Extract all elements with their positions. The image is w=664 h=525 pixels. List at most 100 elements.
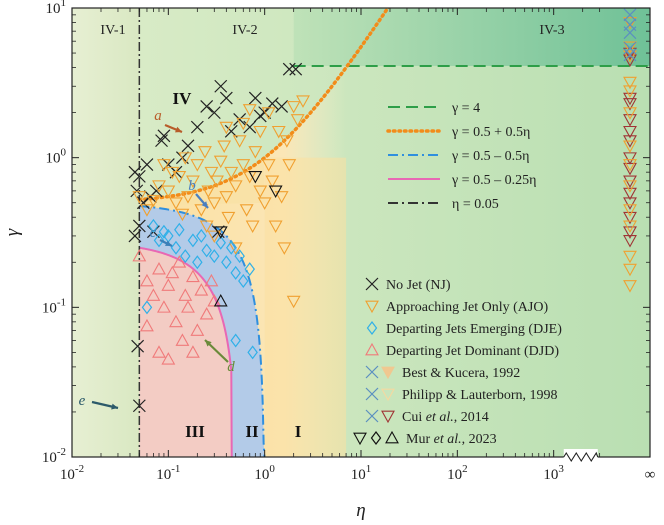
- point-1-13: [190, 159, 205, 172]
- legend-source-marker-3-1: [370, 431, 382, 445]
- point-1-10: [178, 152, 193, 165]
- legend-category-label-2: Departing Jets Emerging (DJE): [386, 322, 562, 337]
- legend-source-label-0: Best & Kucera, 1992: [402, 366, 520, 381]
- annotation-arrowhead-d: [205, 340, 212, 347]
- region-label-iv: IV: [173, 89, 193, 108]
- legend-category-label-0: No Jet (NJ): [386, 278, 451, 293]
- legend-source-marker-0-1: [381, 366, 395, 380]
- point-0-24: [275, 99, 289, 113]
- point-2-9: [196, 228, 207, 243]
- point-0-25: [282, 62, 296, 76]
- point-4-13: [623, 226, 637, 239]
- x-tick-label-2: 100: [254, 463, 275, 483]
- point-5-1: [623, 41, 637, 54]
- point-2-19: [230, 333, 241, 348]
- point-4-14: [623, 235, 637, 248]
- point-2-18: [244, 262, 255, 277]
- point-1-7: [169, 197, 183, 210]
- legend-category-label-3: Departing Jet Dominant (DJD): [386, 344, 559, 359]
- point-5-8: [623, 180, 637, 193]
- point-1-48: [236, 117, 251, 131]
- point-0-13: [190, 120, 204, 134]
- point-0-4: [140, 158, 154, 171]
- annotation-arrowhead-b: [201, 201, 208, 208]
- point-5-10: [623, 220, 637, 234]
- point-0-29: [128, 229, 142, 243]
- point-2-17: [238, 273, 249, 288]
- annotation-e: e: [79, 393, 86, 409]
- point-5-4: [623, 85, 637, 98]
- legend-source-label-1: Philipp & Lauterborn, 1998: [402, 388, 558, 403]
- legend-source-label-3: Mur et al., 2023: [406, 432, 497, 447]
- point-2-6: [180, 249, 191, 264]
- point-5-0: [623, 17, 637, 30]
- point-4-12: [623, 211, 637, 225]
- point-1-46: [207, 230, 222, 244]
- point-1-33: [257, 197, 272, 210]
- region-iii: [139, 247, 232, 457]
- point-3-19: [140, 318, 154, 332]
- annotation-c: c: [150, 225, 157, 241]
- point-0-17: [219, 91, 233, 105]
- point-1-30: [245, 220, 260, 234]
- point-4-5: [623, 125, 637, 139]
- point-1-11: [181, 191, 195, 204]
- point-1-1: [140, 204, 154, 217]
- point-5-11: [623, 250, 637, 264]
- legend-source-marker-0-0: [365, 365, 379, 379]
- point-1-12: [185, 175, 200, 188]
- line-gamma-0.5-plus-0.5eta: [137, 8, 390, 202]
- y-tick-label-0: 10-2: [42, 446, 66, 466]
- point-1-15: [198, 146, 212, 159]
- point-1-44: [296, 95, 310, 108]
- point-0-19: [233, 113, 247, 126]
- legend-source-marker-2-0: [365, 409, 379, 423]
- point-5-3: [623, 76, 637, 90]
- point-3-7: [172, 255, 187, 268]
- point-3-10: [181, 300, 195, 313]
- point-2-2: [158, 224, 170, 239]
- point-3-3: [152, 261, 166, 275]
- point-1-4: [156, 159, 171, 172]
- point-2-11: [209, 249, 220, 264]
- point-5-13: [623, 280, 637, 293]
- point-1-40: [279, 135, 294, 148]
- point-1-25: [228, 180, 243, 193]
- point-1-26: [232, 135, 247, 148]
- region-label-i: I: [295, 422, 302, 441]
- point-3-2: [146, 288, 161, 301]
- point-1-50: [199, 220, 214, 234]
- legend-marker-2: [366, 321, 378, 335]
- point-2-10: [201, 243, 212, 258]
- point-2-20: [247, 345, 258, 360]
- point-2-12: [215, 235, 226, 250]
- point-inf-x-4: [623, 48, 637, 62]
- point-1-16: [201, 185, 216, 199]
- boundary-lines: [137, 8, 650, 457]
- point-1-41: [282, 159, 297, 172]
- point-1-0: [132, 191, 147, 204]
- point-3-12: [190, 323, 205, 336]
- point-4-10: [623, 187, 637, 201]
- point-0-32: [132, 219, 146, 233]
- x-tick-label-3: 101: [351, 463, 372, 483]
- point-1-8: [172, 171, 187, 184]
- point-4-8: [623, 162, 637, 176]
- point-1-17: [204, 166, 219, 180]
- point-0-12: [181, 139, 195, 153]
- point-1-28: [239, 204, 254, 217]
- region-label-iii: III: [185, 422, 205, 441]
- legend-marker-3: [365, 342, 379, 356]
- point-3-14: [199, 307, 214, 320]
- legend-category-label-1: Approaching Jet Only (AJO): [386, 300, 548, 315]
- axis-break: [563, 451, 599, 463]
- x-tick-label-4: 102: [447, 463, 468, 483]
- legend-source-marker-2-1: [381, 410, 395, 424]
- point-1-45: [286, 295, 301, 309]
- axis-break-mask: [563, 449, 598, 465]
- x-tick-label-0: 10-2: [60, 463, 84, 483]
- point-2-4: [170, 240, 182, 255]
- y-tick-label-1: 10-1: [42, 296, 66, 316]
